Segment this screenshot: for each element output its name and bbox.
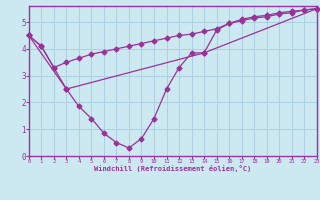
X-axis label: Windchill (Refroidissement éolien,°C): Windchill (Refroidissement éolien,°C) [94,165,252,172]
